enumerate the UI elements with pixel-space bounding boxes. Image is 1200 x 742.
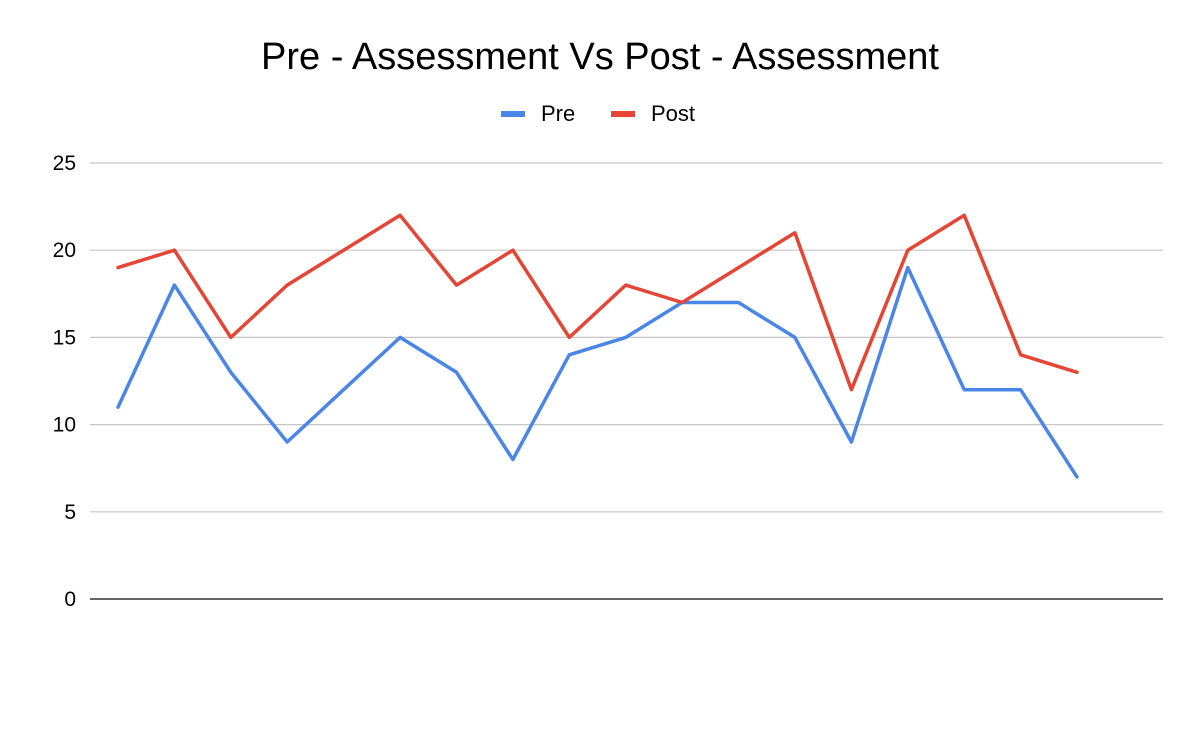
gridlines	[90, 162, 1163, 600]
legend: Pre Post	[501, 101, 695, 126]
chart-title: Pre - Assessment Vs Post - Assessment	[261, 36, 939, 78]
y-tick-label: 5	[64, 501, 76, 524]
legend-label-post: Post	[651, 101, 695, 126]
y-tick-label: 10	[53, 414, 76, 437]
series-line-post	[116, 213, 1079, 392]
y-axis-ticks: 0 5 10 15 20 25	[53, 152, 76, 611]
series-line-pre	[116, 265, 1079, 479]
y-tick-label: 15	[53, 326, 76, 349]
legend-label-pre: Pre	[541, 101, 575, 126]
series-lines	[116, 213, 1079, 479]
y-tick-label: 0	[64, 588, 76, 611]
y-tick-label: 25	[53, 152, 76, 175]
y-tick-label: 20	[53, 239, 76, 262]
